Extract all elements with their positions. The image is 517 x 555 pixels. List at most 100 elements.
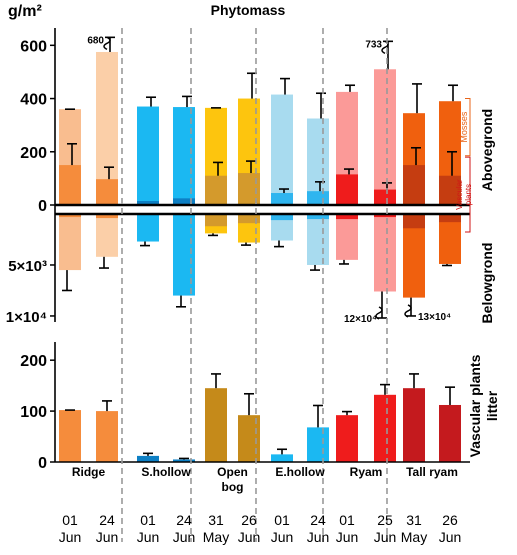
litter-bar (271, 454, 293, 462)
sampling-month-label: Jun (238, 529, 261, 545)
sampling-day-label: 01 (62, 512, 78, 528)
aboveground-vascular-bar (137, 201, 159, 205)
belowground-vascular-bar (336, 214, 358, 220)
unit-label: g/m² (8, 3, 42, 20)
aboveground-vascular-bar (307, 191, 329, 205)
belowground-total-bar (271, 214, 293, 241)
aboveground-outlier-label: 680 (87, 35, 104, 46)
litter-bar (374, 394, 396, 462)
sampling-month-label: Jun (59, 529, 82, 545)
sampling-day-label: 24 (176, 512, 192, 528)
litter-bar (439, 404, 461, 462)
aboveground-total-bar (374, 69, 396, 205)
belowground-vascular-bar (59, 214, 81, 218)
aboveground-y-tick-label: 400 (20, 92, 47, 109)
sampling-month-label: Jun (336, 529, 359, 545)
aboveground-y-tick-label: 0 (38, 198, 47, 215)
litter-y-tick-label: 0 (38, 455, 47, 472)
litter-bar (307, 427, 329, 462)
group-label: bog (222, 480, 244, 494)
belowground-total-bar (374, 214, 396, 292)
aboveground-vascular-bar (96, 179, 118, 205)
vascular-plants-annotation-line: Vascular (455, 179, 464, 210)
sampling-month-label: Jun (173, 529, 196, 545)
litter-y-tick-label: 100 (20, 404, 47, 421)
aboveground-total-bar (173, 107, 195, 205)
sampling-day-label: 01 (339, 512, 355, 528)
aboveground-vascular-bar (271, 193, 293, 205)
sampling-month-label: Jun (307, 529, 330, 545)
belowground-vascular-bar (403, 214, 425, 229)
belowground-total-bar (137, 214, 159, 242)
litter-bar (336, 415, 358, 462)
aboveground-y-tick-label: 600 (20, 38, 47, 55)
axis-break-icon (103, 36, 111, 51)
belowground-total-bar (173, 214, 195, 296)
aboveground-vascular-bar (336, 174, 358, 205)
sampling-day-label: 25 (377, 512, 393, 528)
group-label: Tall ryam (406, 465, 458, 479)
belowground-vascular-bar (307, 214, 329, 220)
group-label: Ryam (350, 465, 383, 479)
aboveground-y-tick-label: 200 (20, 145, 47, 162)
belowground-total-bar (59, 214, 81, 271)
vascular-plants-annotation: Vascularplants (455, 179, 473, 210)
litter-y-tick-label: 200 (20, 353, 47, 370)
axis-break-icon (375, 306, 383, 320)
belowground-outlier-label: 13×10⁴ (418, 312, 451, 323)
sampling-day-label: 31 (208, 512, 224, 528)
litter-bar (205, 388, 227, 462)
litter-ylabel-line: Vascular plants (467, 354, 483, 457)
aboveground-ylabel: Abovegrond (479, 109, 495, 191)
sampling-month-label: May (203, 529, 229, 545)
sampling-day-label: 24 (99, 512, 115, 528)
sampling-month-label: Jun (374, 529, 397, 545)
aboveground-vascular-bar (439, 175, 461, 205)
sampling-day-label: 26 (241, 512, 257, 528)
belowground-vascular-bar (205, 214, 227, 227)
belowground-vascular-bar (374, 214, 396, 218)
group-label: Open (217, 465, 248, 479)
belowground-ylabel: Belowgrond (479, 243, 495, 324)
belowground-total-bar (439, 214, 461, 264)
group-label: E.hollow (275, 465, 325, 479)
sampling-day-label: 31 (406, 512, 422, 528)
aboveground-total-bar (137, 106, 159, 205)
sampling-month-label: Jun (439, 529, 462, 545)
sampling-day-label: 01 (274, 512, 290, 528)
mosses-bracket (465, 98, 471, 157)
aboveground-outlier-label: 733 (365, 39, 382, 50)
mosses-annotation: Mosses (459, 111, 469, 143)
vascular-bracket (465, 156, 471, 233)
aboveground-vascular-bar (59, 165, 81, 205)
litter-bar (238, 415, 260, 462)
litter-bar (96, 411, 118, 462)
sampling-month-label: Jun (137, 529, 160, 545)
aboveground-total-bar (271, 94, 293, 205)
group-label: S.hollow (141, 465, 191, 479)
litter-bar (137, 455, 159, 462)
belowground-outlier-label: 12×10⁴ (344, 314, 377, 325)
aboveground-vascular-bar (374, 189, 396, 205)
aboveground-vascular-bar (205, 175, 227, 205)
belowground-y-tick-label: 1×10⁴ (6, 309, 47, 326)
belowground-total-bar (307, 214, 329, 265)
belowground-total-bar (96, 214, 118, 257)
belowground-vascular-bar (238, 214, 260, 224)
aboveground-vascular-bar (238, 173, 260, 205)
litter-bar (59, 410, 81, 462)
belowground-vascular-bar (439, 214, 461, 223)
belowground-total-bar (336, 214, 358, 260)
litter-bar (403, 388, 425, 462)
sampling-day-label: 26 (442, 512, 458, 528)
group-label: Ridge (72, 465, 106, 479)
belowground-total-bar (403, 214, 425, 298)
sampling-month-label: Jun (271, 529, 294, 545)
sampling-month-label: May (401, 529, 427, 545)
belowground-y-tick-label: 5×10³ (8, 258, 47, 275)
belowground-vascular-bar (271, 214, 293, 221)
aboveground-vascular-bar (403, 165, 425, 205)
